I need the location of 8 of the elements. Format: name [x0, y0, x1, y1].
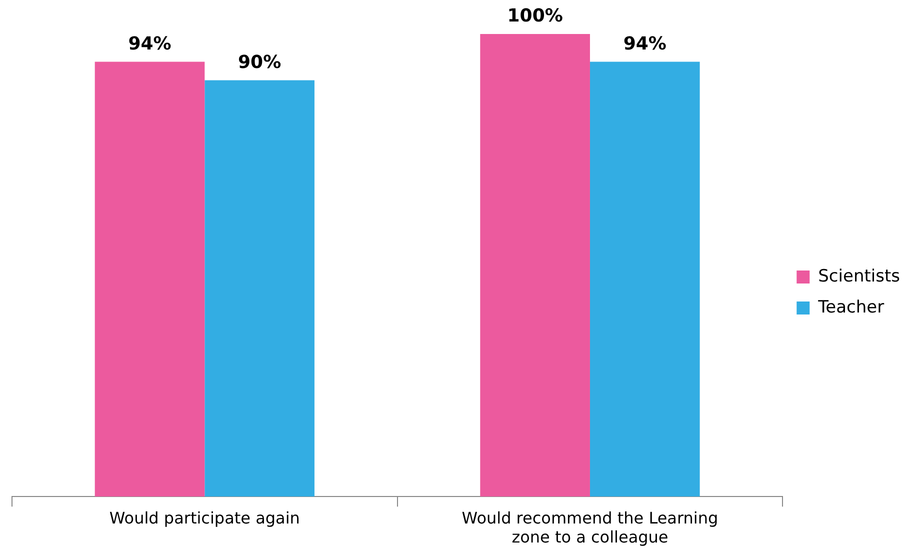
data-label: 94% [128, 33, 172, 54]
data-label: 90% [238, 52, 282, 73]
x-tick-label: Would recommend the Learning zone to a colleague [462, 508, 718, 547]
x-tick-label: Would participate again [109, 508, 300, 528]
data-label: 94% [623, 33, 666, 54]
legend-label: Teacher [817, 297, 884, 318]
data-label: 100% [507, 6, 563, 27]
legend-label: Scientists [818, 266, 900, 286]
